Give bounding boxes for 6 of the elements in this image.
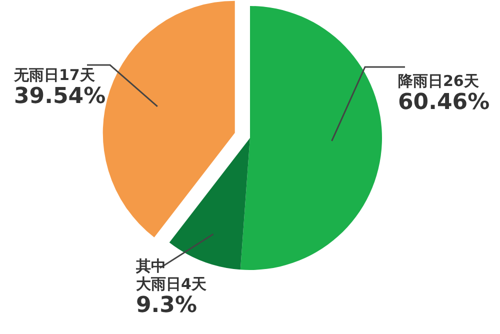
slice-label: 无雨日17天 <box>14 66 96 84</box>
data-label: 39.54% <box>14 84 106 110</box>
slice-label: 其中大雨日4天 <box>136 257 206 293</box>
data-label: 9.3% <box>136 293 198 320</box>
slice-label: 降雨日26天 <box>398 72 480 90</box>
text: 60.46% <box>398 90 490 116</box>
